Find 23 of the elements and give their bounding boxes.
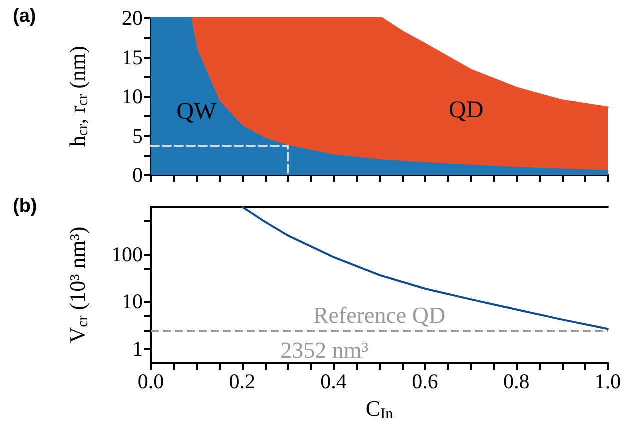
y-tick-label: 100 (112, 242, 143, 266)
y-tick-label: 10 (122, 84, 143, 108)
annotation: QD (448, 98, 484, 124)
x-tick-label: 1.0 (594, 370, 622, 394)
annotation: 2352 nm³ (280, 338, 369, 364)
y-tick-label: 5 (132, 124, 143, 148)
y-tick-label: 15 (122, 45, 143, 70)
chart-title: (b) (13, 196, 38, 217)
y-tick-label: 20 (122, 6, 143, 30)
x-tick-label: 0.8 (503, 370, 530, 394)
x-tick-label: 0.2 (229, 370, 256, 394)
y-tick-label: 1 (132, 336, 143, 361)
x-tick-label: 0.0 (138, 370, 164, 394)
y-axis-title: Vcr (10³ nm³) (65, 226, 92, 344)
ref-line-label: Reference QD (313, 303, 446, 328)
y-tick-label: 10 (122, 290, 143, 314)
y-tick-label: 0 (132, 163, 143, 187)
x-tick-label: 0.6 (412, 370, 438, 394)
chart-title: (a) (13, 6, 36, 27)
annotation: QW (176, 99, 218, 126)
y-axis-title: hcr, rcr (nm) (65, 46, 92, 147)
line-series (241, 206, 609, 330)
x-tick-label: 0.4 (320, 370, 348, 394)
